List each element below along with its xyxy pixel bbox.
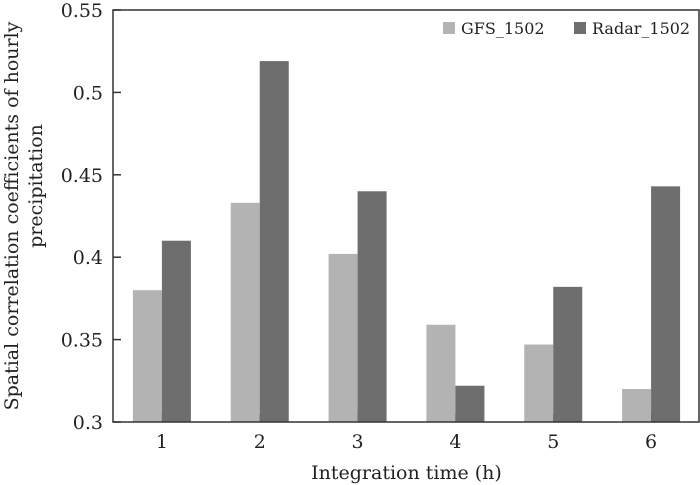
y-tick-label: 0.55	[61, 0, 103, 22]
x-axis-title: Integration time (h)	[311, 462, 502, 484]
y-axis-title-line-2: precipitation	[25, 124, 47, 248]
bar-gfs-1502	[622, 389, 652, 422]
bar-gfs-1502	[426, 324, 456, 422]
legend-swatch	[574, 22, 586, 34]
x-tick-label: 4	[449, 431, 461, 453]
plot-area-frame	[112, 9, 700, 423]
y-tick-label: 0.5	[73, 82, 103, 104]
y-axis-title-line-1: Spatial correlation coefficients of hour…	[1, 21, 23, 410]
bar-gfs-1502	[524, 344, 554, 422]
y-tick-label: 0.4	[73, 247, 103, 269]
bar-radar-1502	[651, 186, 681, 422]
legend-swatch	[443, 22, 455, 34]
bars-group	[132, 61, 681, 422]
x-tick-label: 5	[547, 431, 559, 453]
bar-gfs-1502	[328, 253, 358, 422]
y-tick-label: 0.3	[73, 412, 103, 434]
bar-radar-1502	[357, 191, 387, 422]
x-axis: 1 2 3 4 5 6	[156, 414, 657, 453]
legend-label: GFS_1502	[461, 19, 545, 38]
bar-gfs-1502	[230, 202, 260, 422]
bar-radar-1502	[161, 240, 191, 422]
x-tick-label: 3	[352, 431, 364, 453]
y-axis: 0.3 0.35 0.4 0.45 0.5 0.55	[61, 0, 121, 434]
x-tick-label: 1	[156, 431, 168, 453]
x-tick-label: 6	[645, 431, 657, 453]
bar-radar-1502	[259, 61, 289, 422]
y-tick-label: 0.45	[61, 165, 103, 187]
legend: GFS_1502 Radar_1502	[443, 19, 690, 38]
bar-gfs-1502	[132, 290, 162, 422]
bar-radar-1502	[455, 385, 485, 422]
x-tick-label: 2	[254, 431, 266, 453]
bar-radar-1502	[553, 286, 583, 422]
legend-label: Radar_1502	[592, 19, 690, 38]
y-tick-label: 0.35	[61, 330, 103, 352]
